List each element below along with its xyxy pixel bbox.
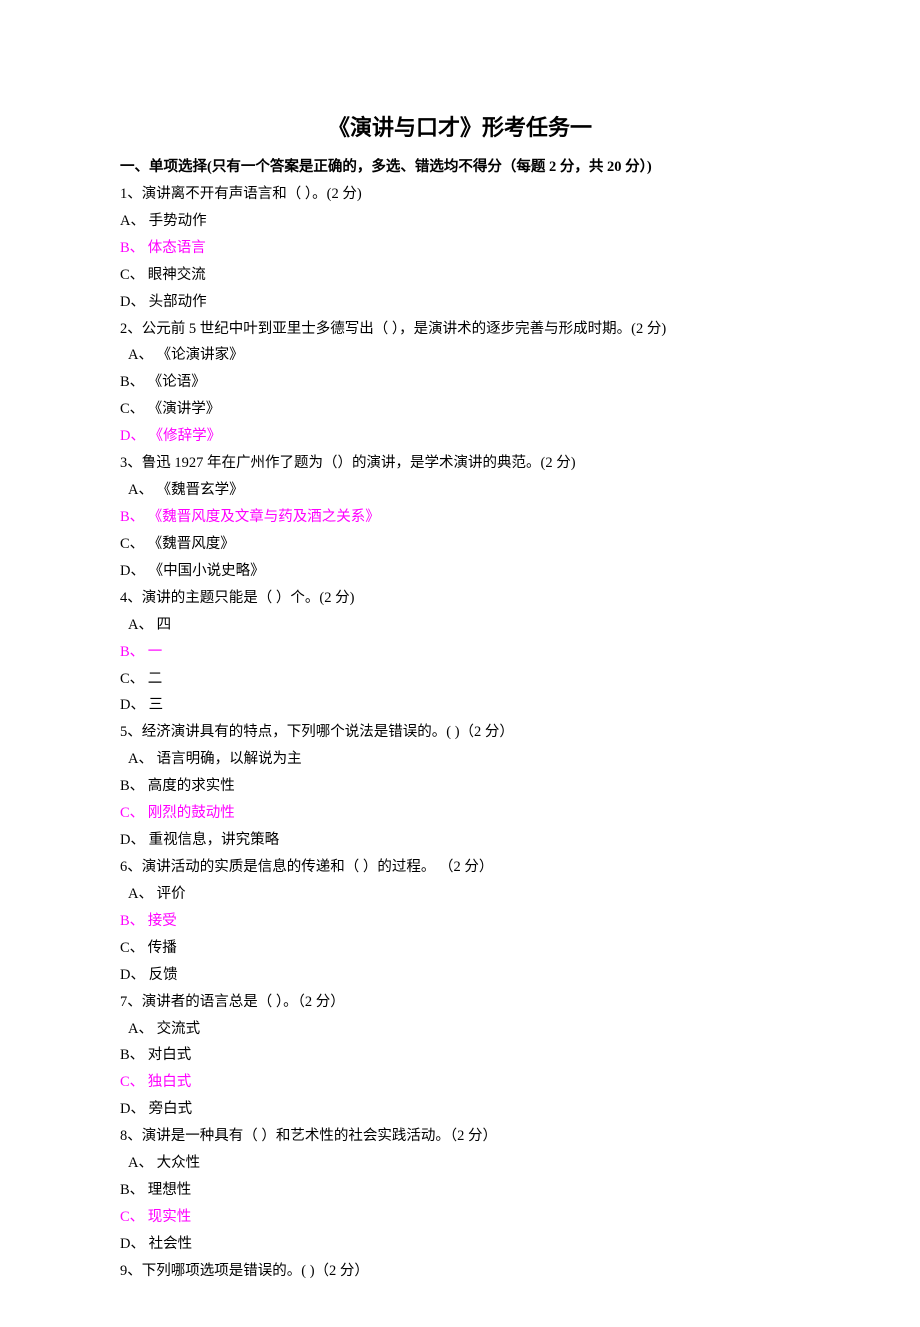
question-option: D、 旁白式 bbox=[120, 1098, 800, 1122]
question-option: B、 《魏晋风度及文章与药及酒之关系》 bbox=[120, 506, 800, 530]
question-option: B、 一 bbox=[120, 641, 800, 665]
question-text: 2、公元前 5 世纪中叶到亚里士多德写出（ ），是演讲术的逐步完善与形成时期。(… bbox=[120, 318, 800, 342]
question-option: B、 理想性 bbox=[120, 1179, 800, 1203]
question-option: C、 《演讲学》 bbox=[120, 398, 800, 422]
question-option: A、 四 bbox=[120, 614, 800, 638]
question-option: B、 体态语言 bbox=[120, 237, 800, 261]
question-text: 8、演讲是一种具有（ ）和艺术性的社会实践活动。（2 分） bbox=[120, 1125, 800, 1149]
questions-container: 1、演讲离不开有声语言和（ ）。(2 分) A、 手势动作 B、 体态语言 C、 眼神… bbox=[120, 183, 800, 1284]
question-option: B、 接受 bbox=[120, 910, 800, 934]
question-option: A、 《魏晋玄学》 bbox=[120, 479, 800, 503]
question-option: C、 二 bbox=[120, 668, 800, 692]
question-option: A、 交流式 bbox=[120, 1018, 800, 1042]
question-option: C、 独白式 bbox=[120, 1071, 800, 1095]
section-header: 一、单项选择(只有一个答案是正确的，多选、错选均不得分（每题 2 分，共 20 … bbox=[120, 156, 800, 180]
question-option: A、 语言明确，以解说为主 bbox=[120, 748, 800, 772]
question-text: 9、下列哪项选项是错误的。( )（2 分） bbox=[120, 1260, 800, 1284]
question-text: 4、演讲的主题只能是（ ）个。(2 分) bbox=[120, 587, 800, 611]
page-title: 《演讲与口才》形考任务一 bbox=[120, 110, 800, 142]
question-option: A、 《论演讲家》 bbox=[120, 344, 800, 368]
question-option: D、 重视信息，讲究策略 bbox=[120, 829, 800, 853]
question-option: D、 《修辞学》 bbox=[120, 425, 800, 449]
question-option: B、 《论语》 bbox=[120, 371, 800, 395]
question-option: A、 手势动作 bbox=[120, 210, 800, 234]
question-text: 3、鲁迅 1927 年在广州作了题为（）的演讲，是学术演讲的典范。(2 分) bbox=[120, 452, 800, 476]
question-option: C、 刚烈的鼓动性 bbox=[120, 802, 800, 826]
question-option: D、 三 bbox=[120, 694, 800, 718]
question-text: 5、经济演讲具有的特点，下列哪个说法是错误的。( )（2 分） bbox=[120, 721, 800, 745]
question-text: 1、演讲离不开有声语言和（ ）。(2 分) bbox=[120, 183, 800, 207]
question-option: A、 大众性 bbox=[120, 1152, 800, 1176]
question-option: D、 《中国小说史略》 bbox=[120, 560, 800, 584]
question-option: C、 《魏晋风度》 bbox=[120, 533, 800, 557]
question-option: C、 现实性 bbox=[120, 1206, 800, 1230]
question-text: 6、演讲活动的实质是信息的传递和（ ）的过程。 （2 分） bbox=[120, 856, 800, 880]
question-option: B、 对白式 bbox=[120, 1044, 800, 1068]
question-option: A、 评价 bbox=[120, 883, 800, 907]
question-option: D、 反馈 bbox=[120, 964, 800, 988]
question-option: D、 头部动作 bbox=[120, 291, 800, 315]
question-option: C、 眼神交流 bbox=[120, 264, 800, 288]
question-text: 7、演讲者的语言总是（ ）。（2 分） bbox=[120, 991, 800, 1015]
question-option: B、 高度的求实性 bbox=[120, 775, 800, 799]
question-option: D、 社会性 bbox=[120, 1233, 800, 1257]
question-option: C、 传播 bbox=[120, 937, 800, 961]
